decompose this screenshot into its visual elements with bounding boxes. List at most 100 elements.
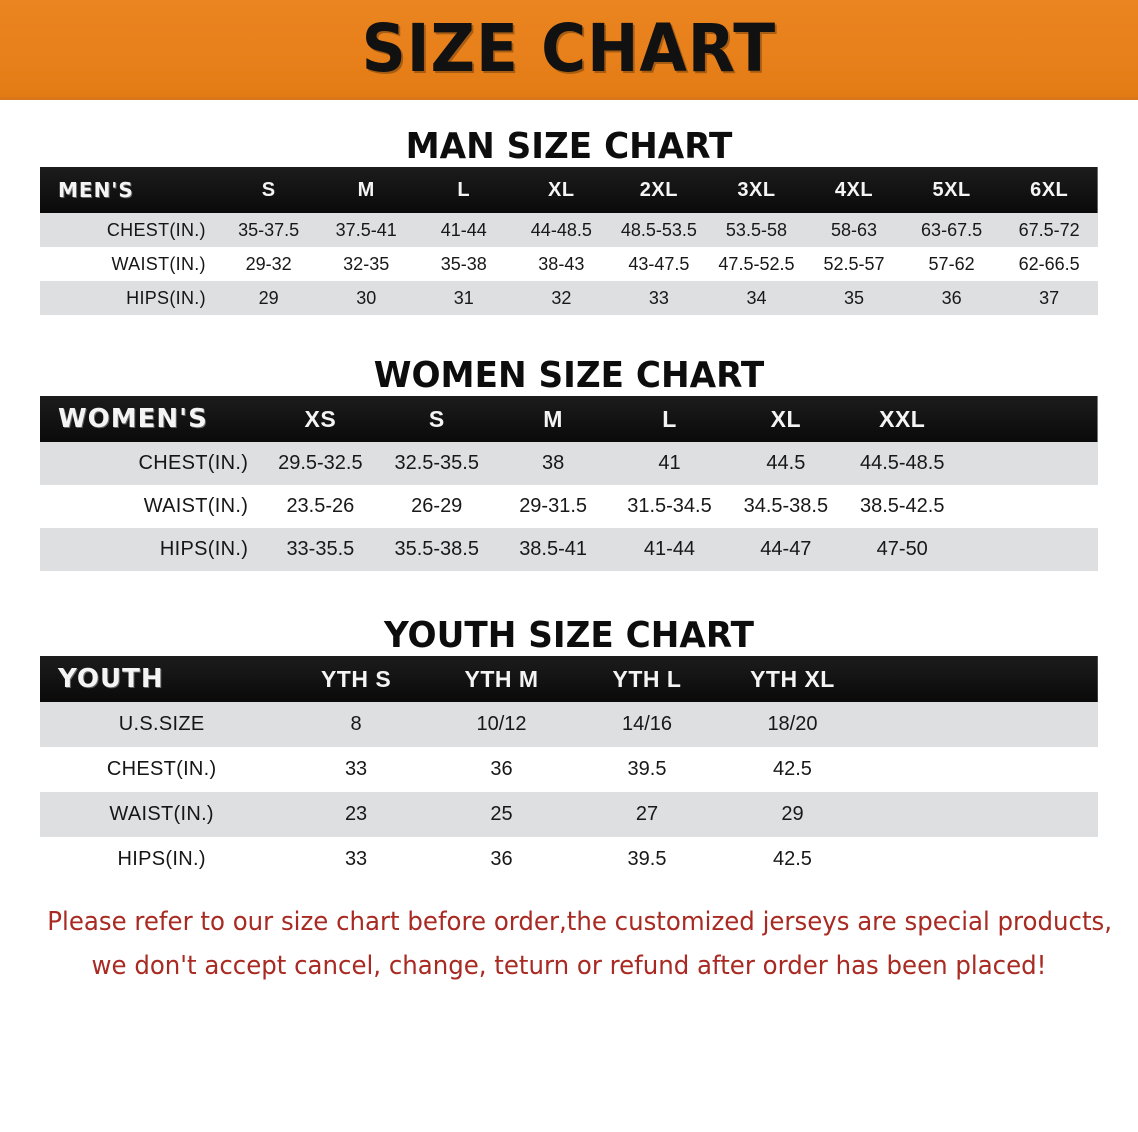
women-header-spacer: [960, 396, 1098, 442]
man-corner-label: MEN'S: [58, 178, 134, 202]
youth-table-wrapper: YOUTH YTH S YTH M YTH L YTH XL U.S.SIZE 8 10/…: [40, 656, 1098, 882]
women-cell: 44.5: [766, 452, 806, 474]
man-column-header: M: [357, 178, 375, 201]
women-table-head: WOMEN'S XS S M L XL XXL: [40, 396, 1098, 442]
women-cell: 35.5-38.5: [394, 538, 479, 560]
women-cell: 33-35.5: [286, 538, 355, 560]
women-cell: 29-31.5: [519, 495, 588, 517]
youth-table-row: HIPS(IN.) 33 36 39.5 42.5: [40, 837, 1098, 882]
youth-cell: 36: [490, 848, 513, 870]
women-column-header: XL: [770, 405, 802, 432]
women-table-row: WAIST(IN.) 23.5-26 26-29 29-31.5 31.5-34.5 34…: [40, 485, 1098, 528]
man-cell: 29-32: [245, 253, 292, 274]
youth-cell: 25: [490, 803, 513, 825]
man-table-row: HIPS(IN.) 29 30 31 32 33 34 35 36 37: [40, 281, 1098, 315]
man-cell: 37.5-41: [335, 219, 397, 240]
women-cell-spacer: [960, 442, 1098, 485]
order-policy-note: Please refer to our size chart before or…: [47, 900, 1112, 988]
women-cell: 38.5-42.5: [859, 495, 945, 517]
man-cell: 35: [844, 287, 865, 308]
man-cell: 62-66.5: [1018, 253, 1080, 274]
man-cell: 44-48.5: [530, 219, 592, 240]
women-section-heading: WOMEN SIZE CHART: [373, 355, 765, 396]
order-policy-note-line-2: we don't accept cancel, change, teturn o…: [91, 951, 1047, 981]
youth-cell: 33: [344, 758, 368, 780]
youth-header-spacer: [865, 656, 1098, 702]
youth-cell: 10/12: [476, 713, 527, 735]
youth-corner-label: YOUTH: [58, 664, 164, 694]
man-cell: 52.5-57: [823, 253, 885, 274]
youth-size-table: YOUTH YTH S YTH M YTH L YTH XL U.S.SIZE 8 10/…: [40, 656, 1098, 882]
women-row-label: CHEST(IN.): [138, 452, 249, 474]
man-table-head: MEN'S S M L XL 2XL 3XL 4XL 5XL 6XL: [40, 167, 1098, 213]
women-cell: 41: [658, 452, 681, 474]
women-cell: 44-47: [760, 538, 812, 560]
man-cell: 34: [746, 287, 767, 308]
youth-table-body: U.S.SIZE 8 10/12 14/16 18/20 CHEST(IN.) 33 36 39…: [40, 702, 1098, 882]
youth-cell: 39.5: [627, 758, 667, 780]
women-cell-spacer: [960, 528, 1098, 571]
man-table-row: WAIST(IN.) 29-32 32-35 35-38 38-43 43-47.5 47.…: [40, 247, 1098, 281]
page-banner: SIZE CHART: [0, 0, 1138, 100]
man-section-heading: MAN SIZE CHART: [405, 126, 733, 167]
man-cell: 30: [356, 287, 377, 308]
youth-cell: 18/20: [767, 713, 818, 735]
youth-cell: 33: [344, 848, 368, 870]
man-cell: 47.5-52.5: [718, 253, 795, 274]
man-size-table: MEN'S S M L XL 2XL 3XL 4XL 5XL 6XL CHEST(IN.) 35-…: [40, 167, 1098, 315]
man-cell: 35-38: [440, 253, 487, 274]
man-cell: 37: [1039, 287, 1060, 308]
youth-cell: 14/16: [621, 713, 673, 735]
man-row-label: WAIST(IN.): [111, 253, 206, 274]
women-column-header: M: [543, 405, 563, 432]
man-column-header: S: [261, 178, 276, 201]
man-column-header: 3XL: [737, 178, 776, 201]
women-cell: 32.5-35.5: [394, 452, 479, 474]
man-cell: 31: [453, 287, 474, 308]
women-cell: 23.5-26: [286, 495, 355, 517]
youth-column-header: YTH L: [612, 665, 682, 692]
man-cell: 33: [648, 287, 669, 308]
man-column-header: 2XL: [639, 178, 678, 201]
youth-cell-spacer: [865, 837, 1098, 882]
youth-table-head: YOUTH YTH S YTH M YTH L YTH XL: [40, 656, 1098, 702]
youth-column-header: YTH XL: [750, 665, 835, 692]
women-table-row: CHEST(IN.) 29.5-32.5 32.5-35.5 38 41 44.5 44.5…: [40, 442, 1098, 485]
man-cell: 36: [941, 287, 962, 308]
youth-cell: 39.5: [627, 848, 667, 870]
women-cell: 38.5-41: [519, 538, 588, 560]
man-cell: 48.5-53.5: [620, 219, 697, 240]
man-cell: 67.5-72: [1018, 219, 1080, 240]
youth-cell-spacer: [865, 702, 1098, 747]
youth-cell: 42.5: [773, 848, 812, 870]
youth-column-header: YTH M: [464, 665, 539, 692]
man-cell: 29: [258, 287, 279, 308]
man-table-body: CHEST(IN.) 35-37.5 37.5-41 41-44 44-48.5 48.5…: [40, 213, 1098, 315]
man-table-row: CHEST(IN.) 35-37.5 37.5-41 41-44 44-48.5 48.5…: [40, 213, 1098, 247]
youth-header-row: YOUTH YTH S YTH M YTH L YTH XL: [40, 656, 1098, 702]
youth-table-row: WAIST(IN.) 23 25 27 29: [40, 792, 1098, 837]
women-row-label: HIPS(IN.): [159, 538, 249, 560]
man-cell: 32: [551, 287, 572, 308]
women-cell: 31.5-34.5: [627, 495, 712, 517]
man-cell: 41-44: [440, 219, 487, 240]
women-row-label: WAIST(IN.): [143, 495, 249, 517]
man-column-header: 5XL: [932, 178, 971, 201]
man-cell: 35-37.5: [238, 219, 300, 240]
women-cell: 41-44: [643, 538, 696, 560]
youth-cell: 42.5: [773, 758, 812, 780]
youth-row-label: WAIST(IN.): [109, 803, 214, 825]
page-title: SIZE CHART: [361, 9, 777, 87]
youth-cell: 36: [490, 758, 513, 780]
man-column-header: L: [457, 178, 471, 201]
youth-cell: 27: [635, 803, 659, 825]
women-cell: 29.5-32.5: [278, 452, 363, 474]
women-cell: 44.5-48.5: [859, 452, 945, 474]
youth-section-heading: YOUTH SIZE CHART: [384, 615, 754, 656]
man-cell: 57-62: [928, 253, 975, 274]
youth-row-label: U.S.SIZE: [118, 713, 205, 735]
women-column-header: L: [662, 405, 677, 432]
youth-row-label: HIPS(IN.): [117, 848, 206, 870]
women-cell-spacer: [960, 485, 1098, 528]
women-column-header: S: [428, 405, 445, 432]
